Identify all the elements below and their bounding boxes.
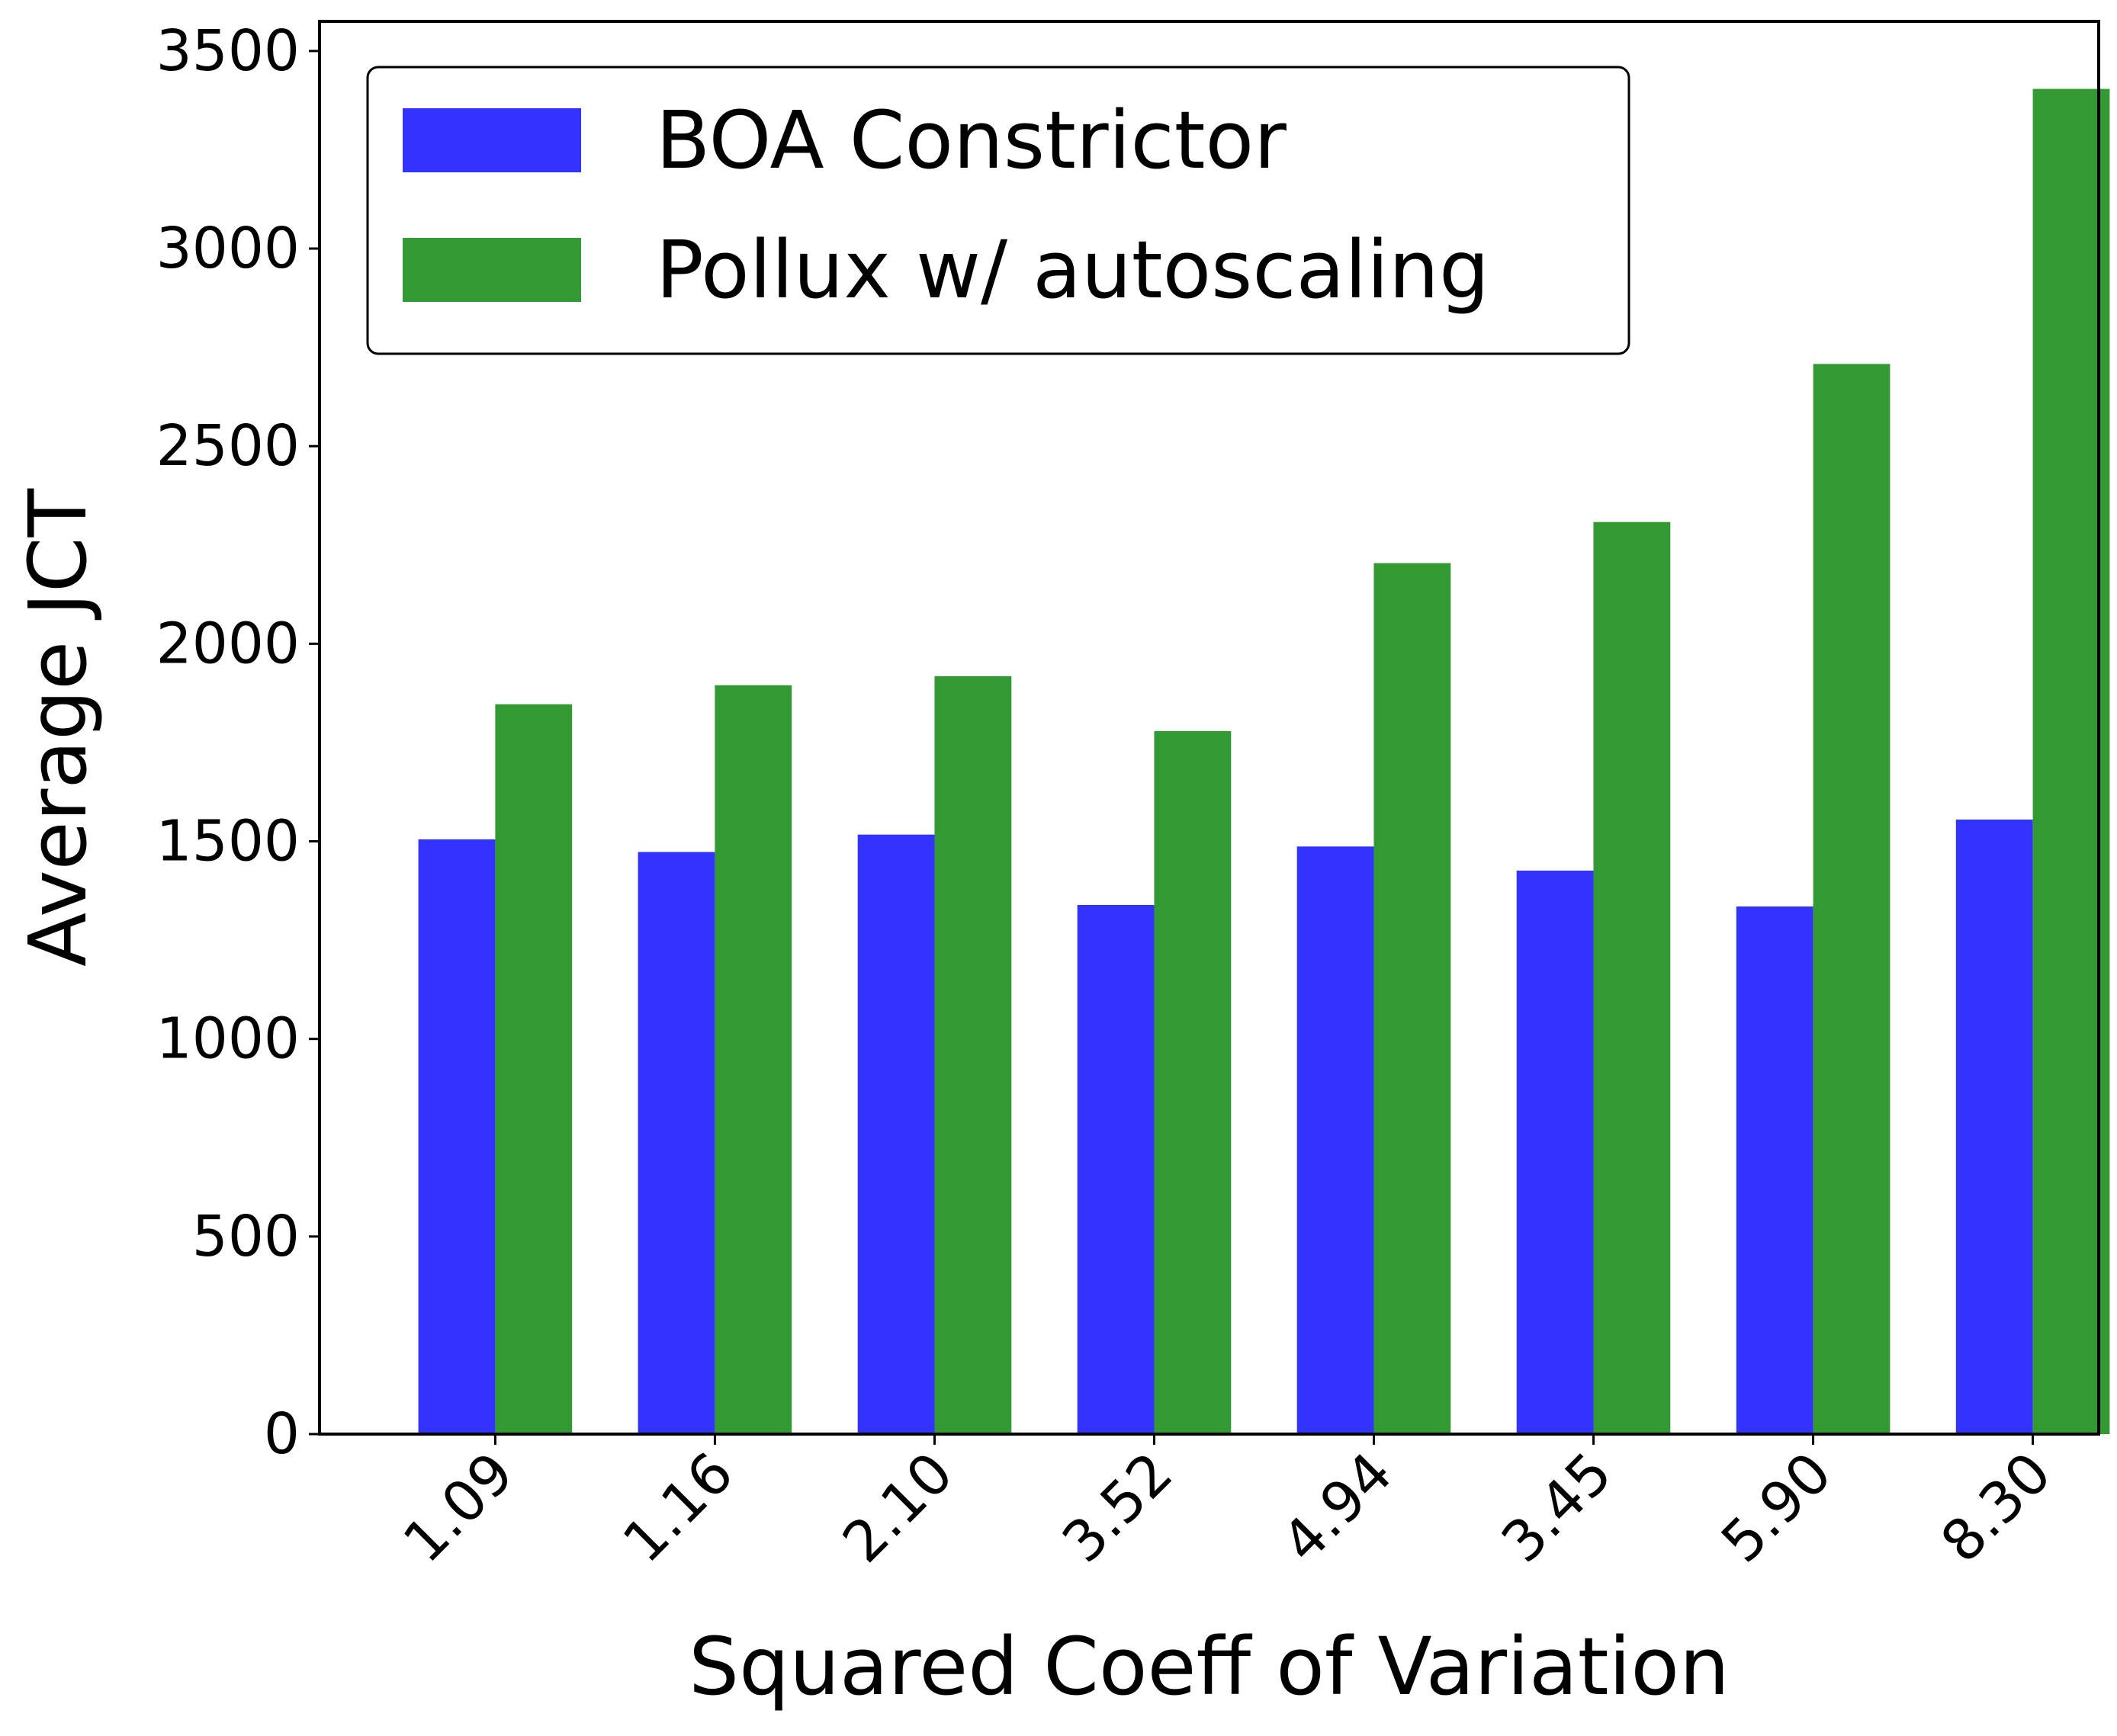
plot-frame: [318, 20, 2100, 1436]
x-tick-label-5-90: 5.90: [1709, 1440, 1844, 1575]
x-tick-label-3-52: 3.52: [1050, 1440, 1185, 1575]
y-axis-label: Average JCT: [11, 489, 104, 967]
bar-boa-2-10: [857, 834, 935, 1434]
bar-pollux-4-94: [1373, 563, 1451, 1434]
x-tick-label-2-10: 2.10: [830, 1440, 965, 1575]
legend-swatch-pollux: [403, 238, 581, 302]
bar-boa-8-30: [1955, 820, 2033, 1434]
bar-boa-3-52: [1077, 905, 1155, 1434]
y-tick-label-1000: 1000: [156, 1006, 300, 1072]
y-tick-label-0: 0: [264, 1401, 300, 1467]
bar-pollux-3-52: [1154, 730, 1232, 1434]
bar-pollux-8-30: [2032, 88, 2110, 1435]
bar-pollux-3-45: [1593, 521, 1671, 1435]
legend-box: [366, 66, 1630, 355]
x-tick-label-1-09: 1.09: [391, 1440, 526, 1575]
bar-boa-5-90: [1736, 907, 1813, 1434]
y-tick-label-2000: 2000: [156, 611, 300, 676]
bar-pollux-5-90: [1813, 364, 1891, 1434]
legend-label-pollux: Pollux w/ autoscaling: [656, 223, 1489, 316]
bars-layer: [418, 88, 2110, 1435]
bar-pollux-1-09: [495, 704, 573, 1434]
bar-boa-4-94: [1296, 846, 1374, 1434]
bar-pollux-2-10: [934, 675, 1012, 1434]
x-tick-label-8-30: 8.30: [1929, 1440, 2064, 1575]
bar-boa-3-45: [1516, 870, 1594, 1434]
legend-swatch-boa: [403, 108, 581, 172]
y-tick-label-1500: 1500: [156, 809, 300, 874]
x-tick-label-3-45: 3.45: [1489, 1440, 1624, 1575]
x-tick-label-1-16: 1.16: [611, 1440, 746, 1575]
x-axis-label: Squared Coeff of Variation: [689, 1620, 1730, 1713]
y-tick-label-3000: 3000: [156, 216, 300, 281]
bar-pollux-1-16: [715, 685, 792, 1434]
legend-label-boa: BOA Constrictor: [656, 94, 1287, 187]
x-tick-label-4-94: 4.94: [1270, 1440, 1405, 1575]
y-tick-label-3500: 3500: [156, 18, 300, 84]
legend: BOA Constrictor Pollux w/ autoscaling: [366, 66, 1630, 355]
bar-boa-1-16: [638, 852, 715, 1434]
y-tick-label-500: 500: [192, 1204, 300, 1269]
y-tick-label-2500: 2500: [156, 413, 300, 479]
bar-boa-1-09: [418, 839, 496, 1434]
